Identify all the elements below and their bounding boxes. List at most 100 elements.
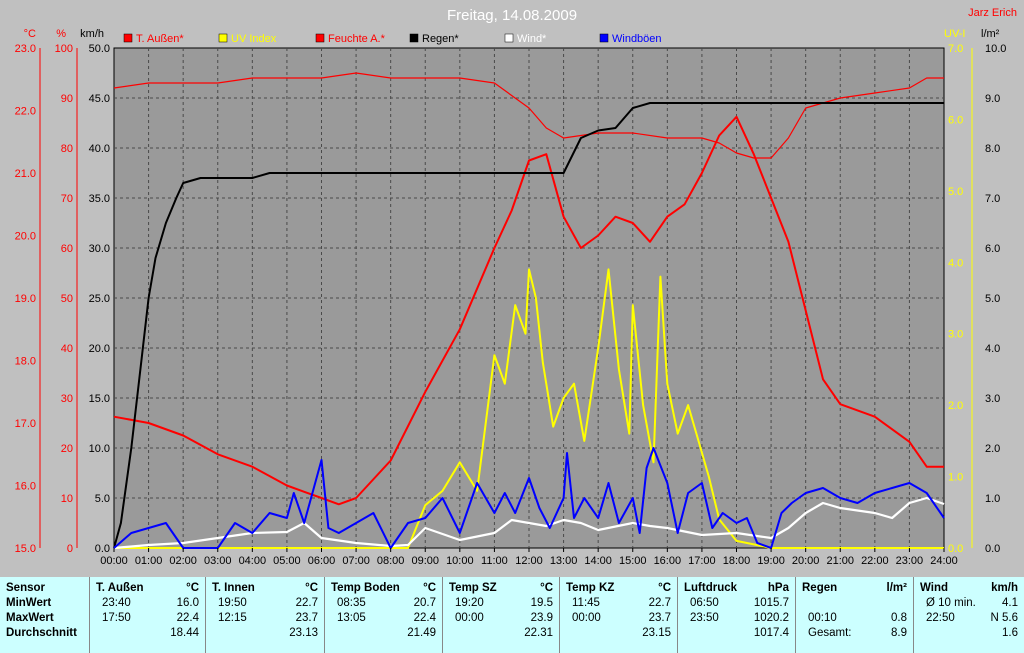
- x-tick-label: 21:00: [826, 555, 854, 567]
- humidity-tick-label: 100: [55, 43, 73, 55]
- uv-tick-label: 1.0: [948, 472, 963, 484]
- stats-value: 23.7: [648, 612, 671, 624]
- stats-row-label: 23:50: [690, 612, 719, 624]
- author-label: Jarz Erich: [968, 7, 1017, 19]
- rain-tick-label: 3.0: [985, 393, 1000, 405]
- stats-row-label: 00:00: [572, 612, 601, 624]
- stats-header: Temp KZ: [566, 582, 615, 594]
- rain-tick-label: 7.0: [985, 193, 1000, 205]
- stats-value: 1.6: [1002, 627, 1018, 639]
- stats-row-label: 00:00: [455, 612, 484, 624]
- legend-swatch: [504, 33, 514, 43]
- stats-header: Sensor: [6, 582, 45, 594]
- stats-value: 23.7: [295, 612, 318, 624]
- wind-tick-label: 5.0: [95, 493, 110, 505]
- x-tick-label: 17:00: [688, 555, 716, 567]
- stats-unit: km/h: [991, 582, 1018, 594]
- stats-row-label: MaxWert: [6, 612, 54, 624]
- stats-unit: °C: [305, 582, 318, 594]
- humidity-tick-label: 40: [61, 343, 73, 355]
- stats-row-label: 11:45: [572, 597, 600, 609]
- rain-tick-label: 8.0: [985, 143, 1000, 155]
- rain-tick-label: 0.0: [985, 543, 1000, 555]
- x-axis: 00:00 01:00 02:00 03:00 04:00 05:00 06:00 07:00…: [100, 548, 958, 567]
- humidity-tick-label: 90: [61, 93, 73, 105]
- stats-value: 21.49: [407, 627, 436, 639]
- x-tick-label: 22:00: [861, 555, 889, 567]
- legend-swatch: [218, 33, 228, 43]
- stats-value: 23.13: [289, 627, 318, 639]
- stats-row-label: 17:50: [102, 612, 131, 624]
- wind-unit-label: km/h: [80, 28, 104, 40]
- chart-title: Freitag, 14.08.2009: [447, 7, 577, 24]
- stats-value: 4.1: [1002, 597, 1018, 609]
- stats-column: Wind km/h Ø 10 min. 4.1 22:50 N 5.6 1.6: [914, 577, 1024, 653]
- series-lines: [113, 72, 945, 550]
- uv-tick-label: 0.0: [948, 543, 963, 555]
- temp-tick-label: 22.0: [15, 106, 36, 118]
- stats-header: Luftdruck: [684, 582, 738, 594]
- series-line: [113, 102, 944, 549]
- stats-column: T. Innen °C 19:50 22.7 12:15 23.7 23.13: [206, 577, 325, 653]
- stats-value: 19.5: [530, 597, 553, 609]
- stats-value: 1015.7: [753, 597, 789, 609]
- x-tick-label: 10:00: [446, 555, 474, 567]
- legend-label: Wind*: [517, 33, 547, 45]
- x-tick-label: 04:00: [239, 555, 267, 567]
- stats-table: Sensor MinWert MaxWert Durchschnitt T. Außen…: [0, 577, 1024, 653]
- stats-value: 20.7: [413, 597, 436, 609]
- stats-header: Regen: [802, 582, 838, 594]
- x-tick-label: 05:00: [273, 555, 301, 567]
- stats-row-label: 12:15: [218, 612, 247, 624]
- stats-column: Sensor MinWert MaxWert Durchschnitt: [0, 577, 90, 653]
- series-line: [113, 115, 944, 506]
- stats-value: 23.15: [642, 627, 671, 639]
- uv-unit-label: UV-I: [944, 28, 965, 40]
- x-tick-label: 08:00: [377, 555, 405, 567]
- humidity-tick-label: 80: [61, 143, 73, 155]
- temp-tick-label: 17.0: [15, 418, 36, 430]
- temp-tick-label: 19.0: [15, 293, 36, 305]
- temp-tick-label: 15.0: [15, 543, 36, 555]
- stats-column: T. Außen °C 23:40 16.0 17:50 22.4 18.44: [90, 577, 206, 653]
- stats-header: Wind: [920, 582, 948, 594]
- stats-column: Regen l/m² 00:10 0.8 Gesamt: 8.9: [796, 577, 914, 653]
- wind-tick-label: 45.0: [89, 93, 110, 105]
- stats-value: 1017.4: [753, 627, 789, 639]
- stats-row-label: 13:05: [337, 612, 366, 624]
- stats-value: 23.9: [530, 612, 553, 624]
- humidity-tick-label: 30: [61, 393, 73, 405]
- temp-tick-label: 20.0: [15, 231, 36, 243]
- wind-tick-label: 30.0: [89, 243, 110, 255]
- stats-row-label: Durchschnitt: [6, 627, 77, 639]
- chart-svg: 23.022.021.020.019.018.017.016.015.01009…: [14, 7, 1017, 567]
- stats-value: 16.0: [176, 597, 199, 609]
- series-line: [113, 447, 945, 549]
- stats-value: 1020.2: [753, 612, 789, 624]
- uv-tick-label: 6.0: [948, 114, 963, 126]
- temp-tick-label: 23.0: [15, 43, 36, 55]
- stats-value: 18.44: [170, 627, 199, 639]
- legend-label: Windböen: [612, 33, 662, 45]
- x-tick-label: 06:00: [308, 555, 336, 567]
- stats-column: Temp Boden °C 08:35 20.7 13:05 22.4 21.49: [325, 577, 443, 653]
- stats-header: Temp SZ: [449, 582, 497, 594]
- stats-column: Luftdruck hPa 06:50 1015.7 23:50 1020.2 1017.4: [678, 577, 796, 653]
- x-tick-label: 01:00: [135, 555, 163, 567]
- stats-unit: °C: [423, 582, 436, 594]
- legend-label: Feuchte A.*: [328, 33, 386, 45]
- rain-tick-label: 5.0: [985, 293, 1000, 305]
- rain-tick-label: 6.0: [985, 243, 1000, 255]
- legend-label: T. Außen*: [136, 33, 184, 45]
- legend-swatch: [409, 33, 419, 43]
- x-tick-label: 20:00: [792, 555, 820, 567]
- rain-tick-label: 9.0: [985, 93, 1000, 105]
- stats-row-label: 23:40: [102, 597, 131, 609]
- stats-row-label: 22:50: [926, 612, 955, 624]
- x-tick-label: 03:00: [204, 555, 232, 567]
- series-line: [113, 72, 944, 159]
- stats-column: Temp SZ °C 19:20 19.5 00:00 23.9 22.31: [443, 577, 560, 653]
- rain-tick-label: 10.0: [985, 43, 1006, 55]
- uv-tick-label: 4.0: [948, 257, 963, 269]
- stats-row-label: Gesamt:: [808, 627, 852, 639]
